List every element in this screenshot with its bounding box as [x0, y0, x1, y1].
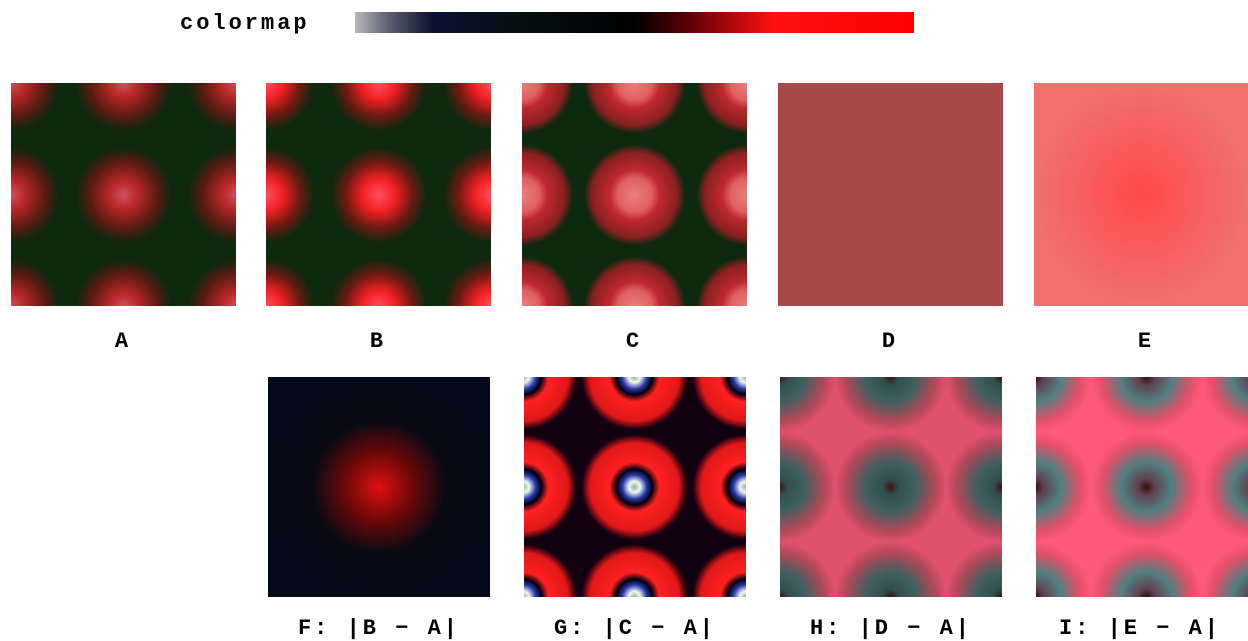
panel-label: D: [882, 329, 898, 354]
panel-image: [524, 377, 746, 597]
panel-label: H: |D − A|: [810, 616, 972, 641]
colormap-bar: [355, 12, 914, 33]
panel-label: I: |E − A|: [1059, 616, 1221, 641]
panel-image: [1034, 83, 1248, 306]
panel-label: G: |C − A|: [554, 616, 716, 641]
panel-image: [11, 83, 236, 306]
panel-image: [778, 83, 1003, 306]
panel-image: [780, 377, 1002, 597]
panel-label: E: [1138, 329, 1154, 354]
panel-label: C: [626, 329, 642, 354]
panel-image: [522, 83, 747, 306]
panel-image: [268, 377, 490, 597]
panel-image: [266, 83, 491, 306]
panel-image: [1036, 377, 1248, 597]
colormap-label: colormap: [180, 11, 310, 36]
panel-label: A: [115, 329, 131, 354]
panel-label: F: |B − A|: [298, 616, 460, 641]
panel-label: B: [370, 329, 386, 354]
